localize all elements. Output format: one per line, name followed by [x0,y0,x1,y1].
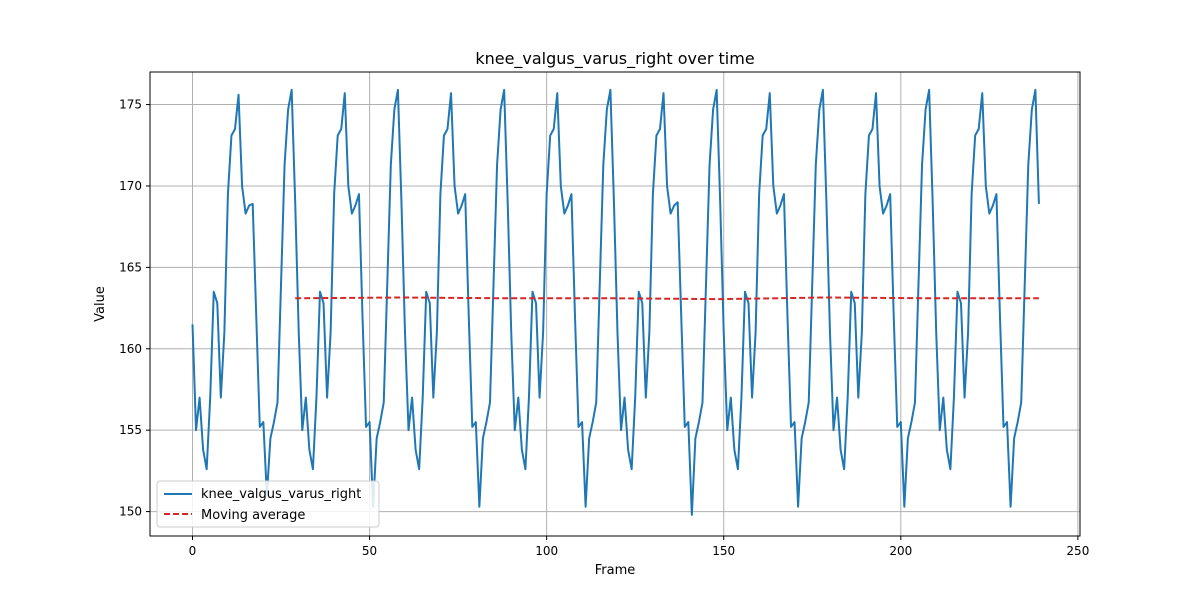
legend-label-moving-average: Moving average [201,508,305,523]
series-layer [191,88,1040,516]
legend-box [156,480,380,528]
axis-ticks: 0 50 100 150 200 250 150 155 160 165 170 175 [119,98,1089,558]
series-line-moving-average [295,296,1039,301]
y-tick-label: 160 [119,342,142,356]
x-tick-label: 250 [1066,544,1089,558]
legend-label-series: knee_valgus_varus_right [201,487,361,502]
x-tick-label: 100 [535,544,558,558]
x-tick-label: 0 [189,544,197,558]
y-axis-label: Value [93,286,108,322]
plot-area-frame [149,71,1081,537]
x-tick-label: 150 [712,544,735,558]
y-tick-label: 155 [119,423,142,437]
series-line-knee-valgus-varus-right [191,88,1040,516]
legend: knee_valgus_varus_right Moving average [156,480,380,528]
y-tick-label: 175 [119,98,142,112]
x-tick-label: 50 [362,544,377,558]
chart-title: knee_valgus_varus_right over time [475,49,754,69]
y-tick-label: 170 [119,179,142,193]
y-tick-label: 165 [119,260,142,274]
x-axis-label: Frame [595,563,636,578]
y-tick-label: 150 [119,505,142,519]
x-tick-label: 200 [889,544,912,558]
